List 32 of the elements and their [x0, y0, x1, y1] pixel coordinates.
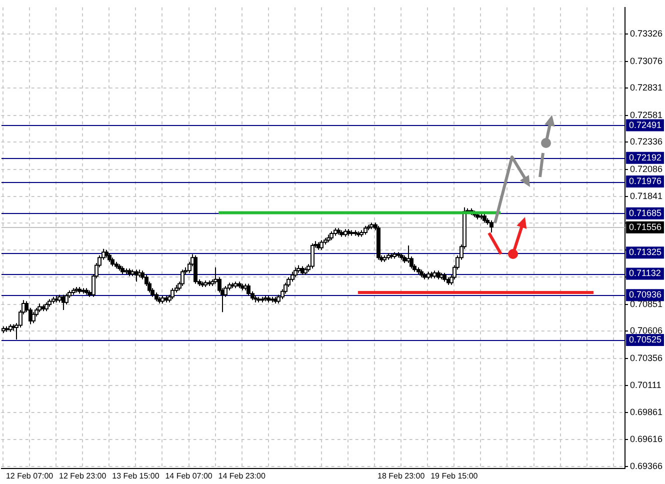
- ref-line-label: 0.71325: [629, 247, 662, 258]
- ref-line-label: 0.70936: [629, 290, 662, 300]
- x-tick-label: 14 Feb 23:00: [218, 471, 266, 480]
- ref-line-label: 0.72192: [629, 152, 662, 162]
- x-tick-label: 18 Feb 23:00: [378, 471, 426, 480]
- ref-line-label: 0.71132: [629, 268, 661, 278]
- x-tick-label: 13 Feb 15:00: [112, 471, 160, 480]
- candlestick: [246, 283, 250, 296]
- y-tick-label: 0.69616: [630, 434, 663, 444]
- x-tick-label: 12 Feb 07:00: [6, 471, 54, 480]
- x-tick-label: 12 Feb 23:00: [59, 471, 107, 480]
- ref-line-label: 0.72491: [629, 120, 662, 130]
- y-tick-label: 0.69366: [630, 461, 663, 472]
- y-tick-label: 0.72086: [630, 164, 663, 174]
- ref-line-label: 0.71685: [629, 208, 662, 218]
- y-tick-label: 0.70606: [630, 326, 663, 336]
- ref-line-label: 0.71556: [629, 222, 662, 232]
- x-tick-label: 19 Feb 15:00: [430, 471, 478, 480]
- y-tick-label: 0.72336: [630, 136, 663, 147]
- y-tick-label: 0.72581: [630, 110, 663, 120]
- ref-line-label: 0.71976: [629, 176, 662, 186]
- y-tick-label: 0.70851: [630, 298, 663, 309]
- y-tick-label: 0.72831: [630, 82, 663, 93]
- candlestick: [490, 220, 494, 233]
- ref-line-label: 0.70525: [629, 334, 662, 345]
- y-tick-label: 0.71841: [630, 190, 663, 201]
- y-tick-label: 0.70111: [630, 380, 662, 390]
- y-tick-label: 0.73076: [630, 56, 663, 66]
- y-tick-label: 0.73326: [630, 28, 663, 39]
- y-tick-label: 0.70356: [630, 352, 663, 363]
- x-tick-label: 14 Feb 07:00: [165, 471, 213, 480]
- y-tick-label: 0.69861: [630, 407, 663, 418]
